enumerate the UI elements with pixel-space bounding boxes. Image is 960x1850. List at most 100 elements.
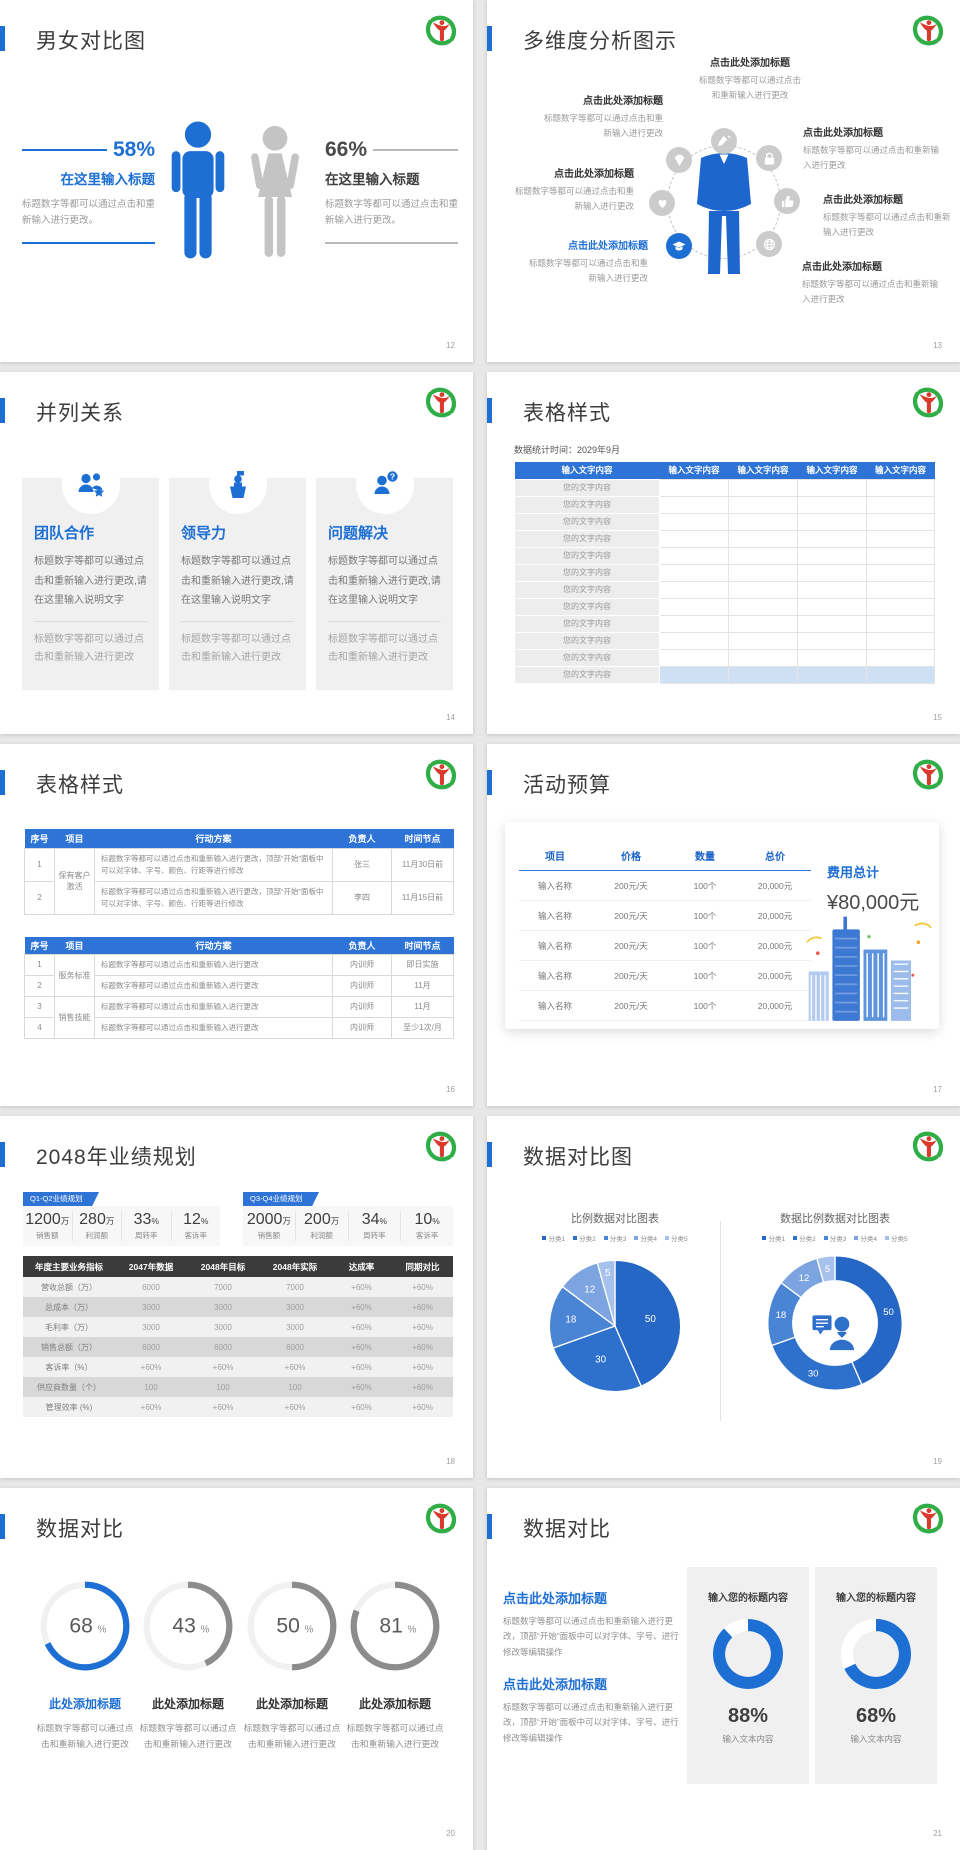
slide-15[interactable]: 表格样式 数据统计时间：2029年9月 输入文字内容 输入文字内容 输入文字内容… bbox=[487, 372, 960, 734]
problem-icon: ? bbox=[355, 456, 414, 514]
company-logo-icon bbox=[422, 12, 460, 49]
callout-body: 标题数字等都可以通过点击和重新输入进行更改 bbox=[802, 279, 939, 304]
slide-14[interactable]: 并列关系 团队合作 标题数字等都可以通过点击和重新输入进行更改,请在这里输入说明… bbox=[0, 372, 473, 734]
company-logo-icon bbox=[909, 12, 947, 49]
cell: 6000 bbox=[286, 1342, 304, 1352]
cell: 3000 bbox=[286, 1322, 304, 1332]
item-qty: 100个 bbox=[693, 970, 717, 981]
slide-19[interactable]: 数据对比图 比例数据对比图表 分类1 分类2 分类3 分类4 分类5 50 30 1… bbox=[487, 1116, 960, 1478]
company-logo-icon bbox=[422, 1128, 460, 1165]
page-number: 19 bbox=[933, 1457, 942, 1466]
legend-label: 分类5 bbox=[890, 1236, 908, 1243]
callout-body: 标题数字等都可以通过点击和重新输入进行更改 bbox=[543, 113, 663, 138]
svg-text:30: 30 bbox=[595, 1354, 606, 1365]
slide-13[interactable]: 多维度分析图示 bbox=[487, 0, 960, 362]
svg-text:30: 30 bbox=[808, 1369, 819, 1380]
table-row: 输入名称 200元/天 100个 20,000元 bbox=[519, 961, 811, 991]
title-accent-bar bbox=[487, 770, 492, 795]
slide-17[interactable]: 活动预算 项目 价格 数量 总价 输入名称 200元/天 100个 bbox=[487, 744, 960, 1106]
cell: +60% bbox=[412, 1322, 433, 1332]
callout-title: 点击此处添加标题 bbox=[710, 58, 790, 69]
globe-icon bbox=[756, 231, 782, 257]
cell: 2 bbox=[24, 880, 55, 915]
empty-cell bbox=[728, 563, 798, 582]
card-title: 输入您的标题内容 bbox=[836, 1593, 916, 1604]
item-name: 输入名称 bbox=[537, 970, 572, 981]
column-header: 价格 bbox=[621, 852, 641, 863]
consultant-icon bbox=[812, 1315, 855, 1350]
section-heading: 点击此处添加标题 bbox=[503, 1677, 608, 1692]
slide-20[interactable]: 数据对比 68% 此处添加标题 标题数字等都可以通过点击和重新输入进行更改 43… bbox=[0, 1488, 473, 1850]
legend-item: 分类5 bbox=[884, 1233, 908, 1243]
chart-title: 数据比例数据对比图表 bbox=[780, 1213, 890, 1225]
cell: 6000 bbox=[214, 1342, 232, 1352]
empty-cell bbox=[797, 648, 867, 667]
page-number: 12 bbox=[446, 341, 455, 350]
male-heading: 在这里输入标题 bbox=[60, 172, 156, 187]
callout-title: 点击此处添加标题 bbox=[803, 128, 883, 139]
svg-text:%: % bbox=[304, 1625, 313, 1636]
table-row: 您的文字内容 bbox=[514, 580, 935, 599]
page-number: 20 bbox=[446, 1829, 455, 1838]
svg-text:50: 50 bbox=[883, 1307, 894, 1318]
cell: 标题数字等都可以通过点击和重新输入进行更改 bbox=[94, 953, 333, 976]
slide-18[interactable]: 2048年业绩规划 Q1-Q2业绩规划 Q3-Q4业绩规划 1200万 销售额 … bbox=[0, 1116, 473, 1478]
stat-unit: % bbox=[379, 1216, 388, 1226]
slide-12[interactable]: 男女对比图 58% 在这里输入标题 标题数字等都可以通过点击和重新输入进行更改。… bbox=[0, 0, 473, 362]
city-illustration bbox=[806, 916, 932, 1021]
table-row: 输入名称 200元/天 100个 20,000元 bbox=[519, 931, 811, 961]
table-row: 您的文字内容 bbox=[514, 648, 935, 667]
tag-q3q4: Q3-Q4业绩规划 bbox=[243, 1192, 319, 1206]
cell: 张三 bbox=[332, 847, 392, 882]
row-label-cell: 您的文字内容 bbox=[514, 495, 660, 514]
callout-title: 点击此处添加标题 bbox=[583, 96, 663, 107]
svg-text:12: 12 bbox=[799, 1273, 810, 1284]
legend-label: 分类3 bbox=[829, 1236, 847, 1243]
legend-label: 分类1 bbox=[768, 1236, 786, 1243]
legend-swatch bbox=[664, 1236, 669, 1240]
title-accent-bar bbox=[487, 398, 492, 423]
empty-cell bbox=[866, 563, 935, 582]
legend-label: 分类3 bbox=[609, 1236, 627, 1243]
cell: 11月15日前 bbox=[391, 880, 454, 915]
cell: 1 bbox=[24, 953, 55, 976]
empty-cell bbox=[728, 580, 798, 599]
stat-value: 280 bbox=[79, 1211, 106, 1228]
cell: 7000 bbox=[214, 1282, 232, 1292]
column-header: 同期对比 bbox=[392, 1256, 453, 1277]
slide-21[interactable]: 数据对比 点击此处添加标题 标题数字等都可以通过点击和重新输入进行更改，顶部“开… bbox=[487, 1488, 960, 1850]
empty-cell bbox=[659, 478, 729, 497]
empty-cell bbox=[659, 597, 729, 616]
table-row: 输入名称 200元/天 100个 20,000元 bbox=[519, 871, 811, 901]
cell: 3000 bbox=[286, 1302, 304, 1312]
card-percent: 88% bbox=[727, 1705, 769, 1727]
slide-16[interactable]: 表格样式 序号 项目 行动方案 负责人 时间节点 1 保有客户激活 标题数字等都… bbox=[0, 744, 473, 1106]
column-header: 2047年数据 bbox=[115, 1256, 187, 1277]
section-heading: 点击此处添加标题 bbox=[503, 1591, 608, 1606]
cell: 内训师 bbox=[332, 953, 392, 976]
column-header: 年度主要业务指标 bbox=[23, 1256, 115, 1277]
svg-text:%: % bbox=[200, 1625, 209, 1636]
row-label-cell: 您的文字内容 bbox=[514, 597, 660, 616]
row-label-cell: 您的文字内容 bbox=[514, 614, 660, 633]
gauge-block: 81% 此处添加标题 标题数字等都可以通过点击和重新输入进行更改 bbox=[345, 1578, 445, 1753]
company-logo-icon bbox=[909, 756, 947, 793]
donut-chart bbox=[841, 1619, 911, 1689]
item-total: 20,000元 bbox=[757, 910, 793, 921]
column-header: 序号 bbox=[24, 829, 55, 848]
gauge-block: 43% 此处添加标题 标题数字等都可以通过点击和重新输入进行更改 bbox=[138, 1578, 238, 1753]
card-footer: 标题数字等都可以通过点击和重新输入进行更改 bbox=[181, 633, 291, 664]
item-qty: 100个 bbox=[693, 880, 717, 891]
cell: 6000 bbox=[142, 1282, 160, 1292]
company-logo-icon bbox=[422, 384, 460, 421]
title-accent-bar bbox=[0, 1142, 5, 1167]
page-number: 16 bbox=[446, 1085, 455, 1094]
svg-text:18: 18 bbox=[565, 1315, 576, 1326]
row-label-cell: 您的文字内容 bbox=[514, 580, 660, 599]
stat-value: 34 bbox=[361, 1211, 380, 1228]
gauge-body: 标题数字等都可以通过点击和重新输入进行更改 bbox=[139, 1723, 237, 1750]
gauge-body: 标题数字等都可以通过点击和重新输入进行更改 bbox=[346, 1723, 444, 1750]
title-accent-bar bbox=[0, 26, 5, 51]
empty-cell bbox=[797, 597, 867, 616]
empty-cell bbox=[866, 648, 935, 667]
